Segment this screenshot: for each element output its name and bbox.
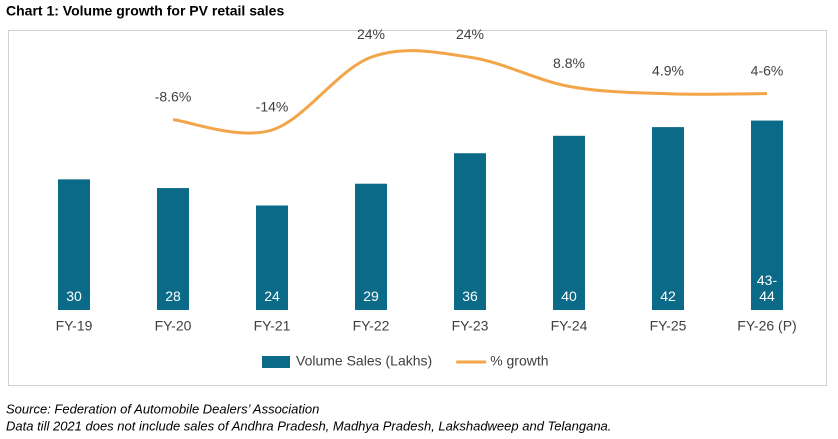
chart-frame bbox=[8, 30, 827, 386]
bar-value-label: 40 bbox=[561, 288, 577, 304]
bar bbox=[58, 179, 90, 310]
x-tick-label: FY-24 bbox=[551, 318, 588, 334]
bar-value-label: 24 bbox=[264, 288, 280, 304]
x-tick-label: FY-20 bbox=[155, 318, 192, 334]
bar-label-box: 42 bbox=[660, 288, 676, 304]
line-value-label: 4.9% bbox=[652, 63, 684, 79]
line-value-label: 4-6% bbox=[751, 62, 784, 78]
chart-title: Chart 1: Volume growth for PV retail sal… bbox=[6, 3, 284, 19]
line-value-label: -14% bbox=[256, 99, 289, 115]
x-tick-label: FY-19 bbox=[56, 318, 93, 334]
bar bbox=[355, 183, 387, 310]
bar-value-label: 42 bbox=[660, 288, 676, 304]
bar-label-box: 28 bbox=[165, 288, 181, 304]
x-tick-label: FY-22 bbox=[353, 318, 390, 334]
line-value-label: -8.6% bbox=[155, 88, 192, 104]
x-tick-label: FY-25 bbox=[650, 318, 687, 334]
x-tick-label: FY-21 bbox=[254, 318, 291, 334]
bar-label-box: 29 bbox=[363, 288, 379, 304]
source-note: Source: Federation of Automobile Dealers… bbox=[6, 401, 319, 416]
line-value-label: 8.8% bbox=[553, 55, 585, 71]
legend-label: % growth bbox=[490, 353, 548, 369]
footnote: Data till 2021 does not include sales of… bbox=[6, 418, 611, 433]
bar-value-label: 28 bbox=[165, 288, 181, 304]
bar-label-box: 43-44 bbox=[756, 272, 778, 304]
bar bbox=[751, 120, 783, 310]
bar bbox=[454, 153, 486, 310]
bar-value-label: 36 bbox=[462, 288, 478, 304]
bar-label-box: 36 bbox=[462, 288, 478, 304]
line-value-label: 24% bbox=[456, 26, 484, 42]
bar bbox=[157, 188, 189, 310]
growth-line bbox=[172, 49, 768, 135]
bar-value-label: 30 bbox=[66, 288, 82, 304]
x-tick-label: FY-26 (P) bbox=[737, 318, 796, 334]
x-tick-label: FY-23 bbox=[452, 318, 489, 334]
bar-value-label: 29 bbox=[363, 288, 379, 304]
line-value-label: 24% bbox=[357, 26, 385, 42]
bar bbox=[553, 135, 585, 310]
bar-value-label: 43-44 bbox=[756, 272, 778, 304]
bar-label-box: 40 bbox=[561, 288, 577, 304]
bar-label-box: 30 bbox=[66, 288, 82, 304]
bar-label-box: 24 bbox=[264, 288, 280, 304]
bar bbox=[256, 205, 288, 310]
bar bbox=[652, 127, 684, 310]
legend-label: Volume Sales (Lakhs) bbox=[296, 353, 432, 369]
legend-swatch bbox=[262, 356, 290, 368]
